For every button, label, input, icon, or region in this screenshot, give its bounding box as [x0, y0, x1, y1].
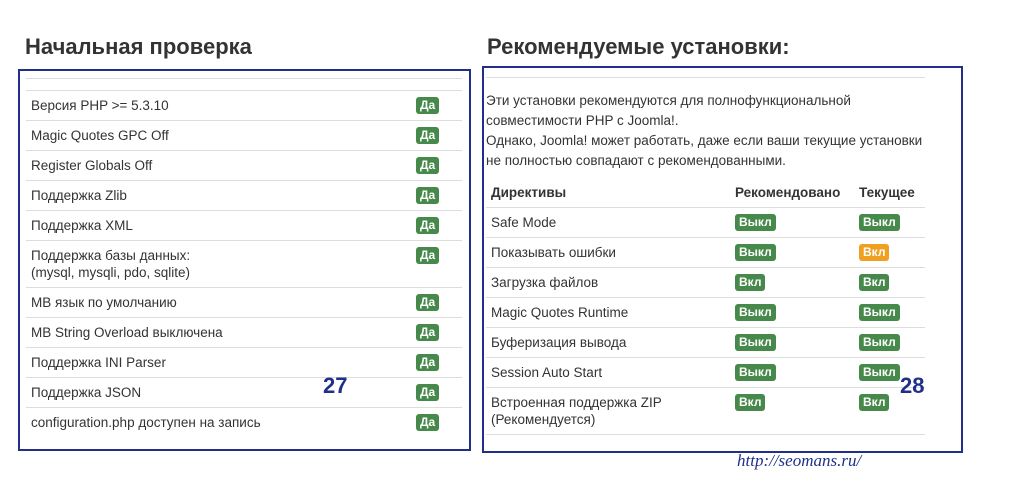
description-text: Эти установки рекомендуются для полнофун…	[486, 93, 851, 128]
right-title: Рекомендуемые установки:	[487, 34, 790, 59]
check-label: Поддержка базы данных:	[31, 248, 191, 263]
status-badge: Да	[416, 354, 440, 371]
current-badge: Вкл	[859, 244, 890, 261]
status-badge: Да	[416, 247, 440, 264]
annotation: 28	[900, 373, 925, 398]
status-badge: Да	[416, 187, 440, 204]
check-label: Magic Quotes GPC Off	[31, 128, 169, 143]
description: Эти установки рекомендуются для полнофун…	[486, 77, 925, 171]
setting-row: Показывать ошибки Выкл Вкл	[486, 237, 925, 267]
status-badge: Да	[416, 324, 440, 341]
check-row: Magic Quotes GPC Off Да	[26, 120, 462, 150]
setting-detail: (Рекомендуется)	[491, 412, 596, 427]
annotation: 27	[323, 373, 348, 398]
setting-row: Буферизация вывода Выкл Выкл	[486, 327, 925, 357]
current-badge: Выкл	[859, 364, 900, 381]
current-badge: Выкл	[859, 334, 900, 351]
check-row: Поддержка Zlib Да	[26, 180, 462, 210]
settings-table: Директивы Рекомендовано Текущее Safe Mode Вы…	[486, 178, 925, 435]
status-badge: Да	[416, 157, 440, 174]
checks-table: Версия PHP >= 5.3.10 Да Magic Quotes GPC O…	[26, 78, 462, 437]
left-frame	[18, 69, 471, 451]
column-header: Директивы	[491, 185, 567, 200]
status-badge: Да	[416, 384, 440, 401]
column-header: Текущее	[859, 185, 915, 200]
setting-name: Показывать ошибки	[491, 245, 616, 260]
setting-name: Загрузка файлов	[491, 275, 599, 290]
setting-name: Safe Mode	[491, 215, 557, 230]
check-row: Поддержка базы данных: (mysql, mysqli, pd…	[26, 240, 462, 287]
watermark: http://seomans.ru/	[737, 451, 862, 470]
check-label: Поддержка JSON	[31, 385, 142, 400]
setting-row: Magic Quotes Runtime Выкл Выкл	[486, 297, 925, 327]
check-label: MB String Overload выключена	[31, 325, 223, 340]
check-row: Register Globals Off Да	[26, 150, 462, 180]
status-badge: Да	[416, 97, 440, 114]
check-label: Поддержка INI Parser	[31, 355, 166, 370]
status-badge: Да	[416, 294, 440, 311]
check-label: MB язык по умолчанию	[31, 295, 177, 310]
check-detail: (mysql, mysqli, pdo, sqlite)	[31, 265, 191, 280]
setting-name: Session Auto Start	[491, 365, 603, 380]
right-frame	[482, 66, 963, 453]
description-text: Однако, Joomla! может работать, даже есл…	[486, 133, 923, 168]
check-label: Register Globals Off	[31, 158, 153, 173]
header-row: Директивы Рекомендовано Текущее	[486, 178, 925, 207]
check-row: Поддержка JSON Да	[26, 377, 462, 407]
status-badge: Да	[416, 414, 440, 431]
recommended-badge: Выкл	[735, 334, 776, 351]
setting-name: Magic Quotes Runtime	[491, 305, 629, 320]
check-label: Версия PHP >= 5.3.10	[31, 98, 169, 113]
setting-row: Session Auto Start Выкл Выкл	[486, 357, 925, 387]
column-header: Рекомендовано	[735, 185, 841, 200]
current-badge: Выкл	[859, 304, 900, 321]
recommended-badge: Выкл	[735, 304, 776, 321]
current-badge: Вкл	[859, 274, 890, 291]
current-badge: Выкл	[859, 214, 900, 231]
check-row: configuration.php доступен на запись Да	[26, 407, 462, 437]
status-badge: Да	[416, 217, 440, 234]
setting-row: Safe Mode Выкл Выкл	[486, 207, 925, 237]
left-title: Начальная проверка	[25, 34, 252, 59]
check-label: Поддержка Zlib	[31, 188, 127, 203]
recommended-badge: Вкл	[735, 394, 766, 411]
check-label: configuration.php доступен на запись	[31, 415, 261, 430]
setting-row: Загрузка файлов Вкл Вкл	[486, 267, 925, 297]
check-row: Поддержка INI Parser Да	[26, 347, 462, 377]
setting-name: Встроенная поддержка ZIP	[491, 395, 662, 410]
current-badge: Вкл	[859, 394, 890, 411]
recommended-badge: Выкл	[735, 214, 776, 231]
check-row: Поддержка XML Да	[26, 210, 462, 240]
setting-name: Буферизация вывода	[491, 335, 627, 350]
check-row: MB String Overload выключена Да	[26, 317, 462, 347]
setting-row: Встроенная поддержка ZIP (Рекомендуется) В…	[486, 387, 925, 434]
recommended-badge: Выкл	[735, 244, 776, 261]
check-row: Версия PHP >= 5.3.10 Да	[26, 90, 462, 120]
recommended-badge: Вкл	[735, 274, 766, 291]
check-row: MB язык по умолчанию Да	[26, 287, 462, 317]
status-badge: Да	[416, 127, 440, 144]
check-label: Поддержка XML	[31, 218, 133, 233]
recommended-badge: Выкл	[735, 364, 776, 381]
